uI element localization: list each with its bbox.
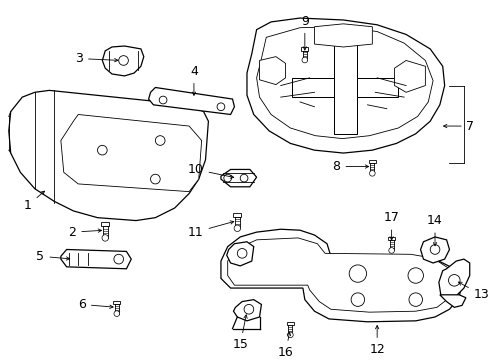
Text: 1: 1 — [24, 191, 44, 212]
Polygon shape — [420, 237, 448, 263]
Circle shape — [240, 174, 247, 182]
Text: 17: 17 — [383, 211, 399, 240]
Circle shape — [407, 268, 423, 283]
Circle shape — [369, 171, 374, 176]
Polygon shape — [286, 322, 293, 325]
Circle shape — [119, 56, 128, 65]
Circle shape — [244, 305, 253, 314]
Polygon shape — [233, 213, 241, 217]
Circle shape — [287, 332, 293, 338]
Text: 4: 4 — [190, 65, 198, 95]
Circle shape — [348, 265, 366, 282]
Polygon shape — [148, 87, 234, 114]
Polygon shape — [226, 242, 253, 266]
Circle shape — [302, 57, 307, 63]
Polygon shape — [113, 301, 120, 304]
Text: 10: 10 — [187, 163, 233, 178]
Polygon shape — [256, 27, 432, 139]
Circle shape — [97, 145, 107, 155]
Polygon shape — [259, 57, 285, 85]
Circle shape — [388, 248, 394, 253]
Polygon shape — [9, 90, 208, 221]
Text: 7: 7 — [465, 120, 473, 132]
Circle shape — [155, 136, 164, 145]
Polygon shape — [61, 114, 201, 192]
Text: 11: 11 — [187, 221, 233, 239]
Polygon shape — [333, 41, 356, 134]
Polygon shape — [221, 170, 256, 187]
Circle shape — [217, 103, 224, 111]
Polygon shape — [102, 46, 143, 76]
Polygon shape — [246, 18, 444, 153]
Polygon shape — [438, 259, 469, 300]
Circle shape — [159, 96, 166, 104]
Text: 8: 8 — [332, 160, 368, 173]
Circle shape — [114, 254, 123, 264]
Circle shape — [224, 174, 231, 182]
Polygon shape — [314, 24, 371, 47]
Circle shape — [234, 225, 240, 231]
Circle shape — [350, 293, 364, 306]
Text: 5: 5 — [37, 250, 70, 263]
Polygon shape — [368, 160, 375, 163]
Polygon shape — [227, 238, 453, 312]
Text: 2: 2 — [68, 226, 102, 239]
Polygon shape — [292, 78, 398, 97]
Circle shape — [237, 248, 246, 258]
Circle shape — [429, 245, 439, 254]
Text: 13: 13 — [458, 282, 488, 301]
Circle shape — [114, 311, 120, 316]
Polygon shape — [439, 295, 465, 307]
Polygon shape — [394, 60, 425, 92]
Polygon shape — [387, 237, 394, 240]
Circle shape — [102, 235, 108, 241]
Text: 16: 16 — [277, 332, 293, 359]
Text: 12: 12 — [368, 325, 384, 356]
Polygon shape — [233, 300, 261, 321]
Polygon shape — [301, 48, 307, 51]
Text: 6: 6 — [78, 298, 113, 311]
Polygon shape — [61, 249, 131, 269]
Polygon shape — [101, 222, 109, 226]
Text: 9: 9 — [300, 15, 308, 50]
Text: 14: 14 — [427, 214, 442, 246]
Circle shape — [150, 174, 160, 184]
Circle shape — [408, 293, 422, 306]
Text: 15: 15 — [232, 315, 247, 351]
Polygon shape — [221, 229, 461, 322]
Circle shape — [447, 275, 459, 286]
Text: 3: 3 — [75, 52, 118, 65]
